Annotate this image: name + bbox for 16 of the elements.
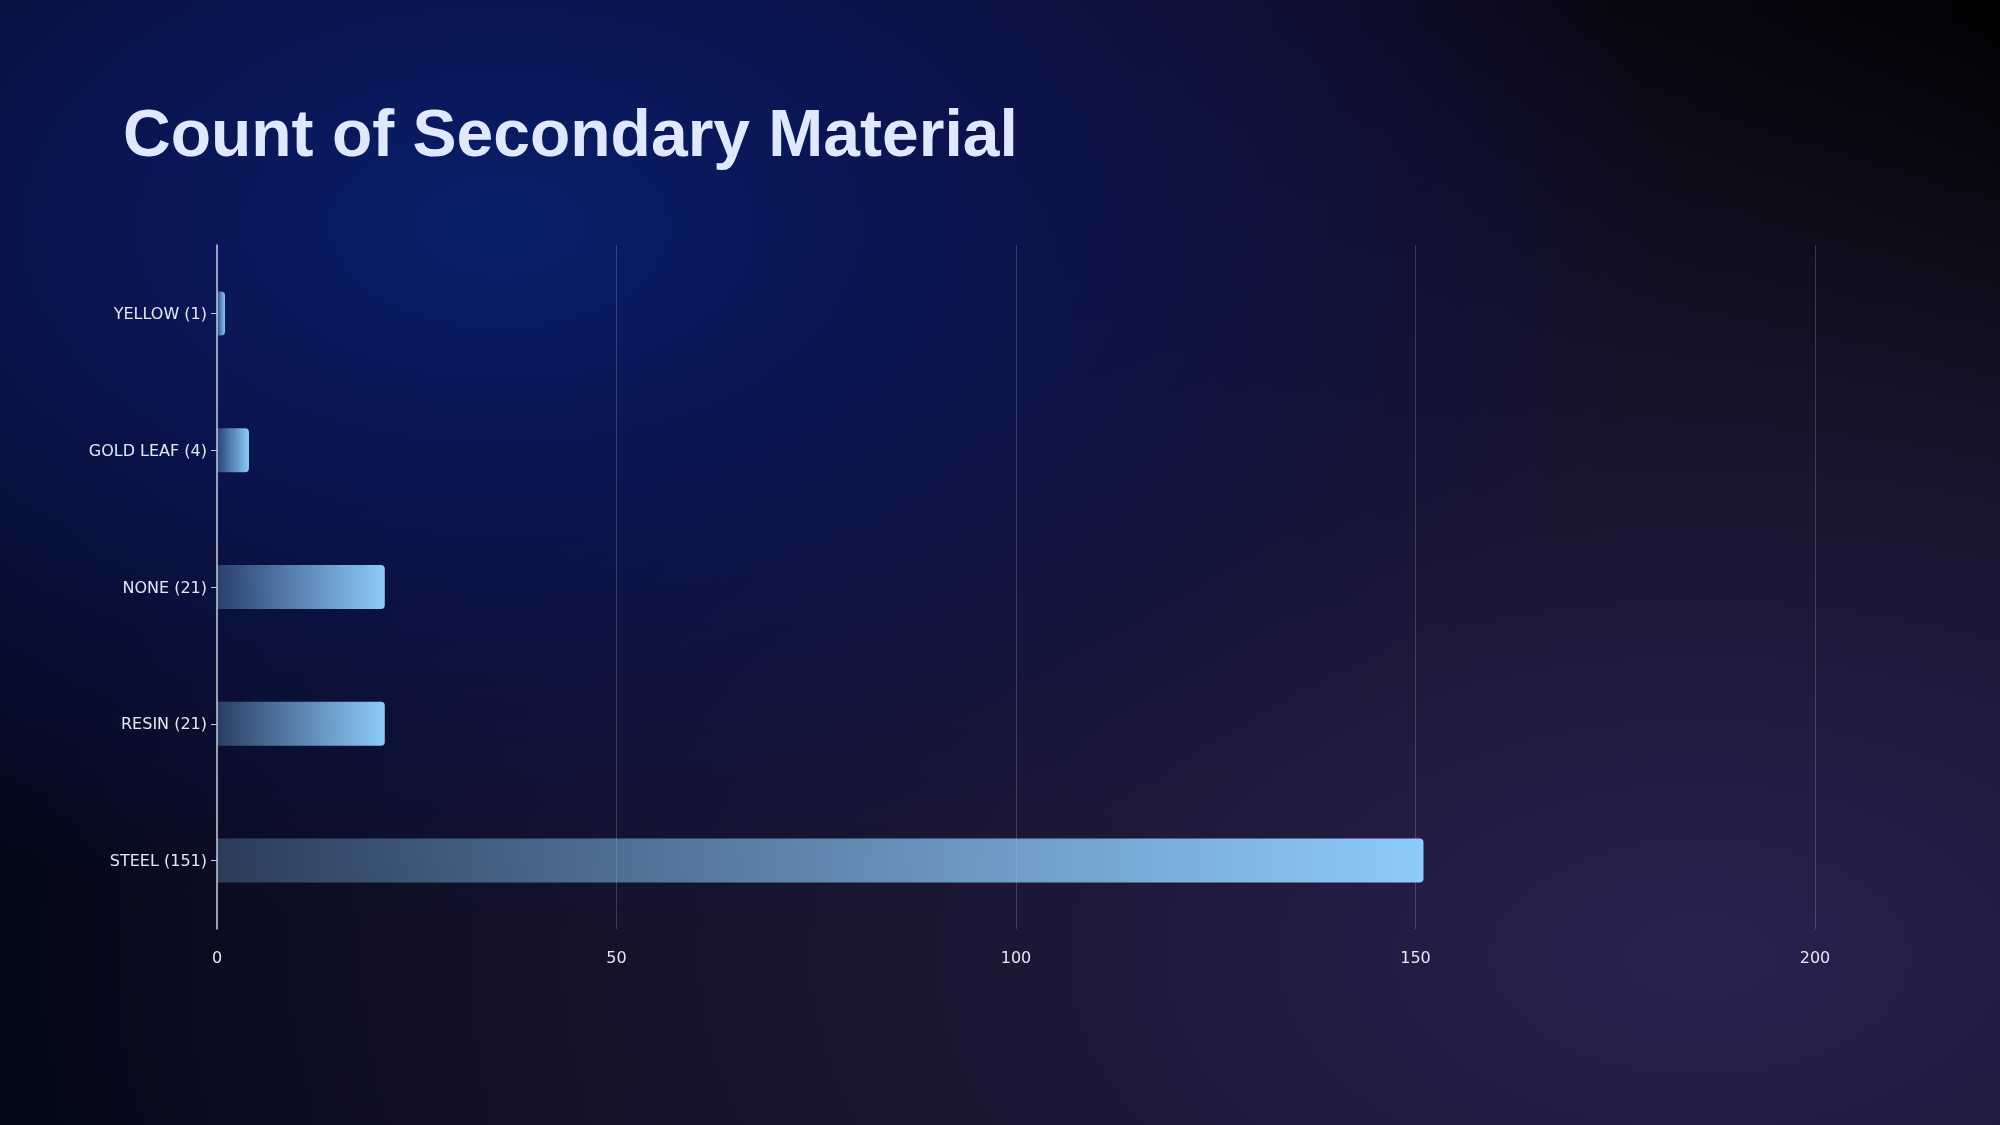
- chart-title: Count of Secondary Material: [123, 96, 1018, 170]
- x-tick-label: 150: [1400, 947, 1431, 967]
- x-tick-label: 50: [606, 947, 627, 967]
- bar: [217, 838, 1424, 883]
- y-tick-label: GOLD LEAF (4): [88, 440, 207, 460]
- bar: [217, 701, 385, 746]
- x-tick-label: 0: [211, 947, 223, 967]
- bar: [217, 565, 385, 609]
- y-tick-label: RESIN (21): [121, 714, 207, 734]
- y-tick-label: NONE (21): [122, 577, 207, 597]
- y-tick-label: YELLOW (1): [112, 303, 207, 323]
- bar: [217, 428, 249, 473]
- bar: [217, 291, 225, 336]
- y-tick-label: STEEL (151): [109, 851, 207, 871]
- x-tick-label: 200: [1799, 947, 1831, 967]
- x-tick-label: 100: [1000, 947, 1032, 967]
